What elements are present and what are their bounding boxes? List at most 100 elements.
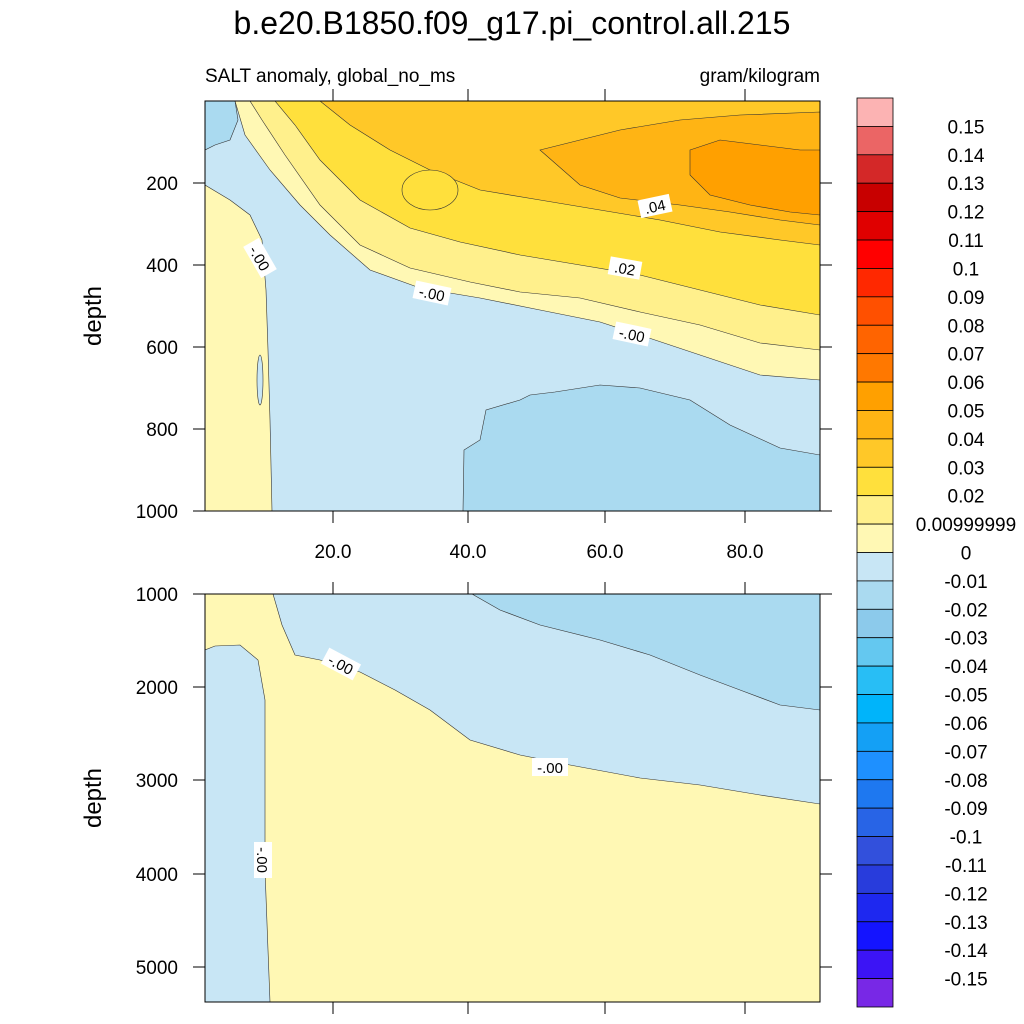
lower-ytick-2000: 2000 <box>136 678 178 699</box>
upper-contour-label-2: .02 <box>607 256 643 280</box>
colorbar-label: 0.12 <box>948 203 985 224</box>
colorbar-swatch <box>856 523 894 553</box>
colorbar-label: -0.04 <box>944 657 988 678</box>
colorbar-label: -0.02 <box>944 600 987 621</box>
colorbar-label: -0.12 <box>944 884 987 905</box>
lower-y-ticks <box>193 593 832 968</box>
colorbar-label: -0.01 <box>944 572 987 593</box>
left-subtitle: SALT anomaly, global_no_ms <box>205 66 455 87</box>
colorbar-label: 0.02 <box>948 487 985 508</box>
upper-ytick-1000: 1000 <box>136 502 178 523</box>
colorbar-swatch <box>856 978 894 1008</box>
colorbar-swatch <box>856 182 894 213</box>
colorbar-swatch <box>856 750 894 781</box>
upper-region-blue-deep <box>462 384 820 511</box>
colorbar-swatch <box>856 608 894 639</box>
lower-contour-label-2: -.00 <box>532 758 568 777</box>
colorbar-swatch <box>856 949 894 980</box>
upper-xtick-80: 80.0 <box>727 542 764 563</box>
colorbar-swatch <box>856 324 894 355</box>
upper-panel: 200 400 600 800 1000 20.0 40.0 60.0 80.0… <box>80 89 832 563</box>
colorbar-swatch <box>856 466 894 497</box>
colorbar-swatch <box>856 211 894 241</box>
colorbar-swatch <box>856 154 894 184</box>
colorbar-swatch <box>856 694 894 724</box>
colorbar-swatch <box>856 807 894 837</box>
upper-xtick-60: 60.0 <box>587 542 624 563</box>
upper-ytick-800: 800 <box>146 420 178 441</box>
lower-ytick-1000: 1000 <box>136 585 178 606</box>
colorbar-label: -0.1 <box>950 828 983 849</box>
lower-contour-label-2-text: -.00 <box>537 760 563 777</box>
upper-contour-label-2-text: .02 <box>613 259 636 279</box>
upper-contour-label-5-text: -.00 <box>617 324 646 346</box>
colorbar-swatch <box>856 495 894 525</box>
colorbar-swatch <box>856 637 894 667</box>
upper-contour-label-5: -.00 <box>612 321 652 347</box>
colorbar <box>856 97 894 1008</box>
colorbar-label: 0.05 <box>948 401 985 422</box>
colorbar-swatch <box>856 353 894 383</box>
colorbar-swatch <box>856 836 894 866</box>
colorbar-swatch <box>856 665 894 695</box>
colorbar-swatch <box>856 239 894 269</box>
colorbar-swatch <box>856 779 894 809</box>
lower-plot-frame <box>204 593 821 1003</box>
lower-contour-label-3: -.00 <box>253 842 272 878</box>
colorbar-swatch <box>856 580 894 610</box>
colorbar-label: 0 <box>961 544 972 565</box>
colorbar-swatch <box>856 97 894 127</box>
colorbar-labels: 0.15 0.14 0.13 0.12 0.11 0.1 0.09 0.08 0.07 0.06 0… <box>916 117 1016 990</box>
colorbar-label: -0.06 <box>944 714 987 735</box>
colorbar-swatch <box>856 864 894 894</box>
colorbar-label: -0.09 <box>944 799 987 820</box>
upper-xtick-40: 40.0 <box>450 542 487 563</box>
colorbar-swatch <box>856 126 894 156</box>
upper-region-006 <box>689 139 820 216</box>
colorbar-swatch <box>856 410 894 440</box>
right-subtitle: gram/kilogram <box>700 66 820 87</box>
colorbar-label: 0.14 <box>948 146 985 167</box>
upper-x-ticks <box>332 89 746 523</box>
upper-y-ticks <box>193 182 832 512</box>
lower-x-ticks <box>332 582 746 1014</box>
colorbar-label: 0.09 <box>948 288 985 309</box>
colorbar-swatch <box>856 552 894 582</box>
colorbar-label: 0.1 <box>953 259 979 280</box>
upper-ytick-400: 400 <box>146 256 178 277</box>
colorbar-swatch <box>856 722 894 752</box>
lower-region-left-strip <box>205 644 271 1002</box>
lower-ytick-5000: 5000 <box>136 958 178 979</box>
lower-region-blue-deep <box>471 594 820 711</box>
colorbar-label: -0.05 <box>944 686 987 707</box>
lower-ytick-4000: 4000 <box>136 865 178 886</box>
colorbar-swatch <box>856 296 894 326</box>
colorbar-swatch <box>856 381 894 411</box>
upper-contour-label-4: -.00 <box>412 280 452 306</box>
lower-contour-label-3-text: -.00 <box>253 847 270 873</box>
colorbar-label: 0.08 <box>948 316 985 337</box>
upper-contour-label-4-text: -.00 <box>417 283 446 305</box>
upper-small-blob-1 <box>401 169 459 211</box>
upper-contour-label-1: .04 <box>637 193 673 219</box>
colorbar-swatch <box>856 921 894 951</box>
upper-small-blob-2 <box>256 354 264 406</box>
lower-ylabel: depth <box>80 768 107 828</box>
upper-plot-frame <box>204 100 821 512</box>
colorbar-label: 0.13 <box>948 174 985 195</box>
colorbar-label: -0.14 <box>944 941 988 962</box>
upper-ytick-200: 200 <box>146 174 178 195</box>
upper-ylabel: depth <box>80 286 107 346</box>
colorbar-label: 0.03 <box>948 458 985 479</box>
colorbar-swatch <box>856 268 894 298</box>
colorbar-label: 0.07 <box>948 345 985 366</box>
colorbar-label: -0.13 <box>944 913 987 934</box>
colorbar-label: 0.00999999 <box>916 515 1016 536</box>
upper-xtick-20: 20.0 <box>315 542 352 563</box>
colorbar-label: -0.07 <box>944 742 987 763</box>
upper-contour-label-1-text: .04 <box>643 197 667 218</box>
colorbar-label: -0.03 <box>944 629 987 650</box>
colorbar-label: 0.04 <box>948 430 985 451</box>
lower-panel: 1000 2000 3000 4000 5000 depth -.00 -.00… <box>80 582 832 1014</box>
